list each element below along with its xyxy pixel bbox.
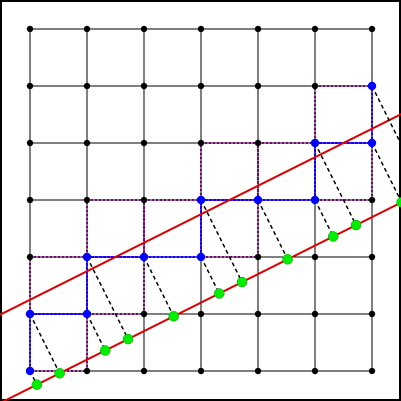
path-node: [25, 366, 35, 376]
lattice-node: [83, 367, 91, 375]
red-lines: [0, 113, 401, 401]
path-node: [82, 252, 92, 262]
path-node: [310, 195, 320, 205]
lattice-node: [83, 139, 91, 147]
path-node: [25, 309, 35, 319]
lattice-node: [254, 253, 262, 261]
lattice-node: [254, 367, 262, 375]
path-node: [196, 252, 206, 262]
projected-point: [213, 288, 225, 299]
green-points: [31, 197, 401, 390]
lattice-node: [26, 82, 34, 90]
projected-point: [350, 219, 362, 231]
upper-red-line: [0, 113, 401, 316]
path-node: [82, 309, 92, 319]
projected-point: [282, 254, 293, 265]
lattice-node: [311, 367, 319, 375]
lattice-node: [368, 310, 376, 318]
lattice-node: [254, 139, 262, 147]
lattice-node: [197, 367, 205, 375]
lattice-path: [29, 86, 373, 371]
path-node: [139, 252, 149, 262]
projected-point: [54, 368, 65, 379]
lattice-node: [254, 25, 262, 33]
lattice-node: [311, 82, 319, 90]
lattice-node: [368, 253, 376, 261]
lattice-node: [83, 25, 91, 33]
path-node: [367, 138, 377, 148]
projected-point: [31, 379, 43, 390]
lattice-node: [140, 196, 148, 204]
projected-point: [122, 333, 134, 345]
lattice-node: [140, 139, 148, 147]
lattice-node: [83, 196, 91, 204]
path-node: [253, 195, 263, 205]
lattice-node: [83, 82, 91, 90]
lattice-node: [197, 310, 205, 318]
lattice-node: [26, 139, 34, 147]
projection-line: [86, 256, 129, 340]
lattice-node: [254, 82, 262, 90]
lattice-node: [311, 310, 319, 318]
path-node: [310, 138, 320, 148]
lattice-node: [197, 82, 205, 90]
lattice-node: [26, 253, 34, 261]
path-node: [367, 81, 377, 91]
projected-point: [99, 345, 111, 356]
lattice-node: [26, 196, 34, 204]
lattice-node: [197, 139, 205, 147]
dotted-box: [200, 142, 259, 201]
projected-point: [396, 197, 401, 208]
lattice-node: [197, 25, 205, 33]
lattice-node: [368, 196, 376, 204]
projection-line: [371, 85, 401, 146]
lower-red-line: [1, 201, 401, 401]
projected-point: [168, 311, 179, 322]
projection-line: [314, 142, 357, 226]
nodes: [25, 25, 377, 376]
lattice-node: [140, 25, 148, 33]
lattice-node: [368, 367, 376, 375]
lattice-node: [311, 25, 319, 33]
lattice-node: [140, 82, 148, 90]
projected-point: [236, 276, 248, 288]
lattice-node: [140, 310, 148, 318]
projected-point: [327, 231, 339, 242]
lattice-node: [254, 310, 262, 318]
lattice-node: [368, 25, 376, 33]
projection-line: [200, 199, 243, 283]
lattice-node: [140, 367, 148, 375]
lattice-node: [26, 25, 34, 33]
path-node: [196, 195, 206, 205]
dotted-box: [86, 199, 145, 258]
lattice-node: [311, 253, 319, 261]
